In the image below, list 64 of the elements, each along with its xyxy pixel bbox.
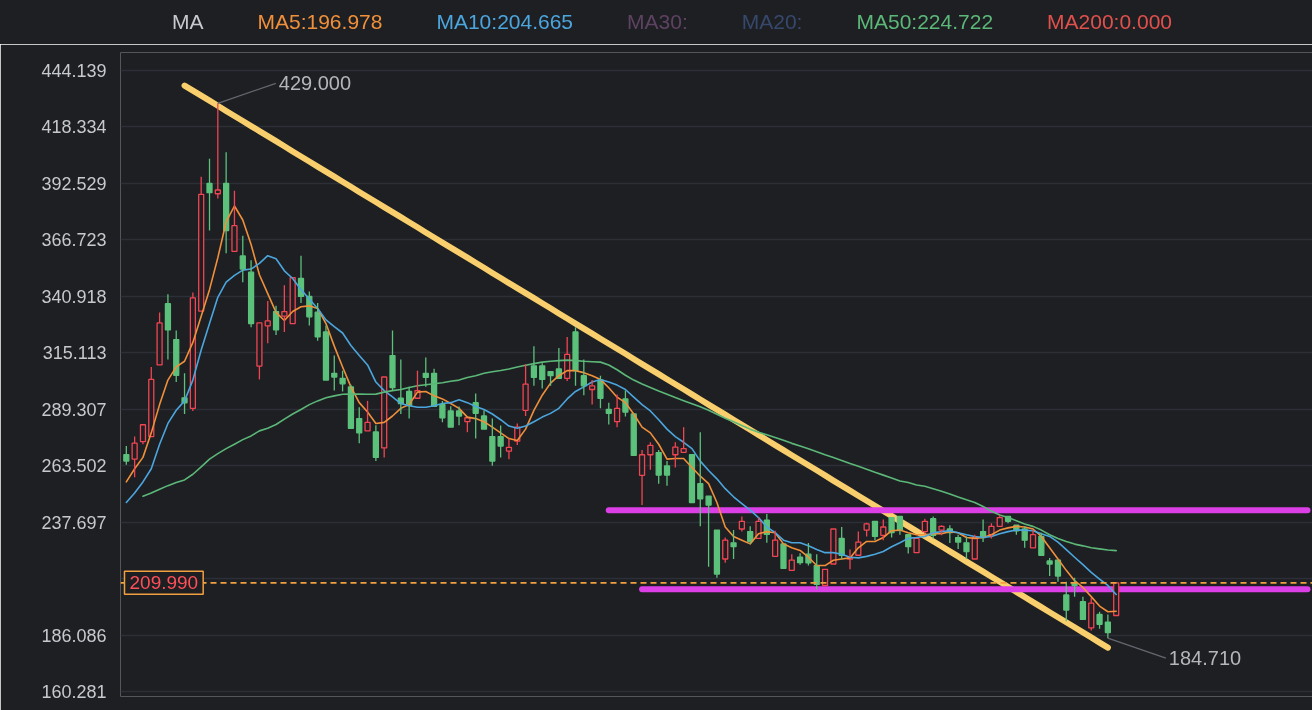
candlestick bbox=[663, 460, 671, 487]
candlestick bbox=[921, 518, 929, 535]
candlestick bbox=[680, 426, 687, 453]
y-tick-label: 289.307 bbox=[41, 399, 107, 420]
candlestick bbox=[730, 529, 737, 560]
candlestick bbox=[164, 293, 172, 361]
candlestick bbox=[364, 400, 371, 432]
candlestick bbox=[356, 406, 363, 445]
line-series bbox=[125, 205, 1117, 613]
legend-label: MA200:0.000 bbox=[1047, 10, 1172, 33]
text: MA10:204.665 bbox=[436, 10, 574, 33]
text: MA50:224.722 bbox=[856, 10, 994, 33]
ref-line-label: 209.990 bbox=[129, 572, 199, 594]
candlestick bbox=[497, 424, 504, 459]
candlestick bbox=[1104, 613, 1112, 639]
y-tick-label: 237.697 bbox=[41, 512, 107, 533]
legend-title: MA bbox=[172, 10, 204, 33]
candlestick bbox=[638, 449, 646, 506]
candlestick bbox=[247, 259, 255, 328]
candlestick bbox=[281, 284, 288, 333]
candlestick bbox=[1063, 581, 1070, 622]
candlestick bbox=[455, 405, 463, 426]
y-tick-label: 186.086 bbox=[41, 625, 107, 646]
annotation: 184.710 bbox=[1168, 647, 1242, 670]
candlestick bbox=[705, 495, 712, 568]
candlestick bbox=[322, 324, 330, 381]
candlestick bbox=[1054, 559, 1062, 583]
candlestick bbox=[522, 363, 529, 417]
candlestick bbox=[331, 354, 338, 392]
candlestick bbox=[505, 437, 513, 460]
candlestick bbox=[1029, 529, 1037, 549]
candlestick bbox=[613, 393, 621, 428]
y-tick-label: 263.502 bbox=[41, 456, 107, 477]
candlestick bbox=[697, 431, 704, 528]
y-tick-label: 160.281 bbox=[41, 682, 107, 703]
candlestick bbox=[738, 515, 746, 533]
legend-label: MA20: bbox=[741, 10, 803, 33]
y-tick-label: 340.918 bbox=[41, 286, 107, 307]
candlestick bbox=[372, 424, 380, 462]
candlestick bbox=[231, 190, 238, 252]
candlestick bbox=[264, 300, 271, 344]
candlestick bbox=[214, 102, 221, 200]
candlestick bbox=[647, 441, 654, 471]
candlestick bbox=[131, 435, 138, 478]
candlestick bbox=[871, 520, 879, 541]
candlestick bbox=[1079, 596, 1087, 621]
y-tick-label: 315.113 bbox=[42, 343, 107, 364]
candlestick bbox=[996, 514, 1003, 528]
candlestick bbox=[955, 534, 962, 550]
legend-label: MA30: bbox=[627, 10, 688, 33]
text: MA5:196.978 bbox=[257, 10, 383, 33]
candlestick bbox=[713, 529, 721, 579]
candlestick bbox=[206, 158, 213, 232]
y-tick-label: 418.334 bbox=[41, 117, 107, 138]
candlestick bbox=[139, 424, 147, 445]
y-tick-label: 366.723 bbox=[41, 230, 107, 251]
y-tick-label: 392.529 bbox=[41, 173, 107, 194]
line-series bbox=[125, 254, 1117, 596]
y-tick-label: 444.139 bbox=[41, 60, 107, 81]
candlestick bbox=[747, 525, 754, 545]
candlestick bbox=[772, 530, 779, 558]
candlestick bbox=[489, 417, 496, 467]
candlestick bbox=[239, 235, 246, 283]
annotation: 429.000 bbox=[278, 72, 352, 95]
